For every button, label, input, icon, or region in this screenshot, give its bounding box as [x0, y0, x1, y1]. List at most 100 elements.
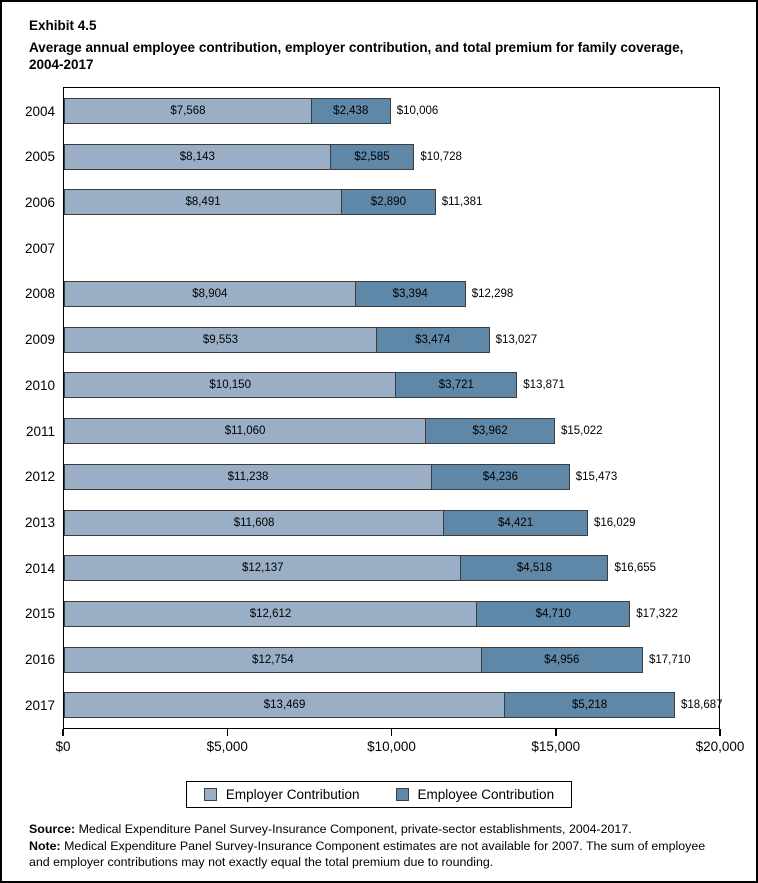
- chart-row-2008: 2008 $8,904 $3,394 $12,298: [25, 271, 719, 317]
- employer-bar-segment: $12,137: [64, 555, 462, 582]
- employee-value-label: $4,236: [482, 470, 518, 483]
- employer-bar-segment: $12,612: [64, 600, 478, 627]
- employee-value-label: $3,474: [415, 333, 451, 346]
- chart-row-2009: 2009 $9,553 $3,474 $13,027: [25, 317, 719, 363]
- employee-bar-segment: $3,474: [375, 326, 490, 353]
- source-text: Medical Expenditure Panel Survey-Insuran…: [75, 822, 632, 837]
- x-axis-tick-mark: [555, 729, 557, 737]
- legend-swatch-icon: [395, 788, 409, 802]
- x-axis-tick-label: $20,000: [695, 739, 745, 755]
- employer-value-label: $9,553: [202, 333, 239, 346]
- total-premium-label: $13,871: [523, 379, 565, 392]
- employee-value-label: $5,218: [571, 699, 608, 712]
- employee-bar-segment: $4,518: [460, 555, 609, 582]
- chart-row-2011: 2011 $11,060 $3,962 $15,022: [26, 408, 719, 454]
- employer-value-label: $8,491: [185, 196, 221, 209]
- employer-bar-segment: $11,238: [64, 463, 433, 490]
- total-premium-label: $10,006: [396, 105, 439, 118]
- source-label: Source:: [29, 822, 76, 837]
- chart-row-2017: 2017 $13,469 $5,218 $18,687: [25, 683, 723, 729]
- plot-area: 2004 $7,568 $2,438 $10,006 2005 $8,143 $2,585 $…: [25, 87, 723, 730]
- employee-value-label: $2,438: [333, 105, 369, 118]
- year-label-2005: 2005: [24, 149, 55, 165]
- x-axis-tick-mark: [226, 729, 228, 737]
- employer-value-label: $7,568: [170, 105, 206, 118]
- x-axis-tick-mark: [390, 729, 393, 737]
- legend-swatch-icon: [203, 788, 217, 802]
- total-premium-label: $15,473: [575, 470, 618, 483]
- total-premium-label: $12,298: [471, 287, 514, 300]
- employer-value-label: $13,469: [263, 699, 306, 712]
- employer-bar-segment: $11,060: [64, 418, 427, 445]
- legend-item-employer: Employer Contribution: [203, 787, 360, 802]
- year-label-2017: 2017: [24, 697, 55, 713]
- year-label-2006: 2006: [24, 194, 55, 210]
- employee-bar-segment: $4,236: [431, 463, 570, 490]
- employee-value-label: $3,721: [438, 379, 474, 392]
- chart-row-2014: 2014 $12,137 $4,518 $16,655: [25, 545, 719, 591]
- year-label-2010: 2010: [24, 377, 55, 393]
- year-label-2004: 2004: [24, 103, 55, 119]
- employer-bar-segment: $8,904: [64, 280, 356, 307]
- chart-row-2006: 2006 $8,491 $2,890 $11,381: [25, 180, 719, 226]
- employer-bar-segment: $8,143: [64, 143, 331, 170]
- chart-row-2015: 2015 $12,612 $4,710 $17,322: [25, 591, 719, 637]
- chart: 2004 $7,568 $2,438 $10,006 2005 $8,143 $2,585 $…: [2, 87, 756, 765]
- x-axis-tick-label: $15,000: [531, 739, 581, 755]
- employee-bar-segment: $2,585: [329, 143, 415, 170]
- note-line: Note: Medical Expenditure Panel Survey-I…: [29, 838, 729, 871]
- total-premium-label: $13,027: [495, 333, 538, 346]
- total-premium-label: $16,655: [614, 562, 657, 575]
- x-axis-tick-label: $5,000: [206, 739, 248, 755]
- chart-row-2012: 2012 $11,238 $4,236 $15,473: [25, 454, 719, 500]
- employee-bar-segment: $4,710: [476, 600, 631, 627]
- note-text: Medical Expenditure Panel Survey-Insuran…: [29, 838, 706, 870]
- employer-bar-segment: $10,150: [64, 372, 397, 399]
- total-premium-label: $15,022: [560, 425, 603, 438]
- employer-bar-segment: $8,491: [64, 189, 343, 216]
- legend: Employer Contribution Employee Contributi…: [185, 781, 573, 809]
- employer-value-label: $11,238: [227, 470, 269, 483]
- x-axis: $0 $5,000 $10,000 $15,000 $20,000: [55, 729, 744, 765]
- total-premium-label: $10,728: [420, 150, 462, 163]
- year-label-2013: 2013: [24, 515, 55, 530]
- employer-value-label: $11,608: [233, 516, 275, 529]
- chart-row-2005: 2005 $8,143 $2,585 $10,728: [25, 134, 719, 180]
- employer-value-label: $11,060: [224, 425, 266, 438]
- total-premium-label: $16,029: [593, 516, 636, 529]
- employee-value-label: $3,962: [472, 425, 508, 438]
- chart-row-2004: 2004 $7,568 $2,438 $10,006: [25, 88, 719, 134]
- year-label-2015: 2015: [24, 606, 55, 622]
- title-block: Exhibit 4.5 Average annual employee cont…: [2, 2, 756, 74]
- employer-value-label: $8,143: [179, 150, 215, 163]
- year-label-2011: 2011: [25, 423, 55, 439]
- employee-bar-segment: $3,394: [354, 280, 466, 307]
- employee-value-label: $2,585: [354, 150, 390, 163]
- employer-value-label: $10,150: [209, 379, 251, 392]
- chart-title: Average annual employee contribution, em…: [29, 39, 684, 73]
- exhibit-label: Exhibit 4.5: [29, 18, 97, 33]
- total-premium-label: $11,381: [441, 196, 483, 209]
- year-label-2012: 2012: [24, 469, 55, 485]
- legend-label: Employee Contribution: [417, 787, 555, 803]
- employee-value-label: $4,518: [516, 562, 553, 575]
- employer-bar-segment: $11,608: [64, 509, 445, 536]
- employee-value-label: $4,710: [535, 607, 571, 620]
- employee-bar-segment: $3,721: [395, 372, 518, 399]
- footer: Source: Medical Expenditure Panel Survey…: [29, 821, 729, 871]
- legend-row: Employer Contribution Employee Contributi…: [2, 781, 756, 809]
- year-label-2014: 2014: [24, 560, 55, 576]
- year-label-2009: 2009: [24, 332, 55, 348]
- year-label-2007: 2007: [24, 240, 55, 256]
- employer-bar-segment: $9,553: [64, 326, 377, 353]
- employer-bar-segment: $13,469: [64, 692, 506, 719]
- x-axis-tick-mark: [62, 729, 64, 737]
- employee-bar-segment: $4,421: [443, 509, 588, 536]
- employee-value-label: $4,421: [497, 516, 534, 529]
- total-premium-label: $17,710: [648, 653, 691, 666]
- legend-item-employee: Employee Contribution: [395, 787, 555, 803]
- employer-value-label: $12,137: [241, 562, 284, 575]
- employer-value-label: $12,754: [252, 653, 294, 666]
- x-axis-tick-mark: [719, 729, 721, 737]
